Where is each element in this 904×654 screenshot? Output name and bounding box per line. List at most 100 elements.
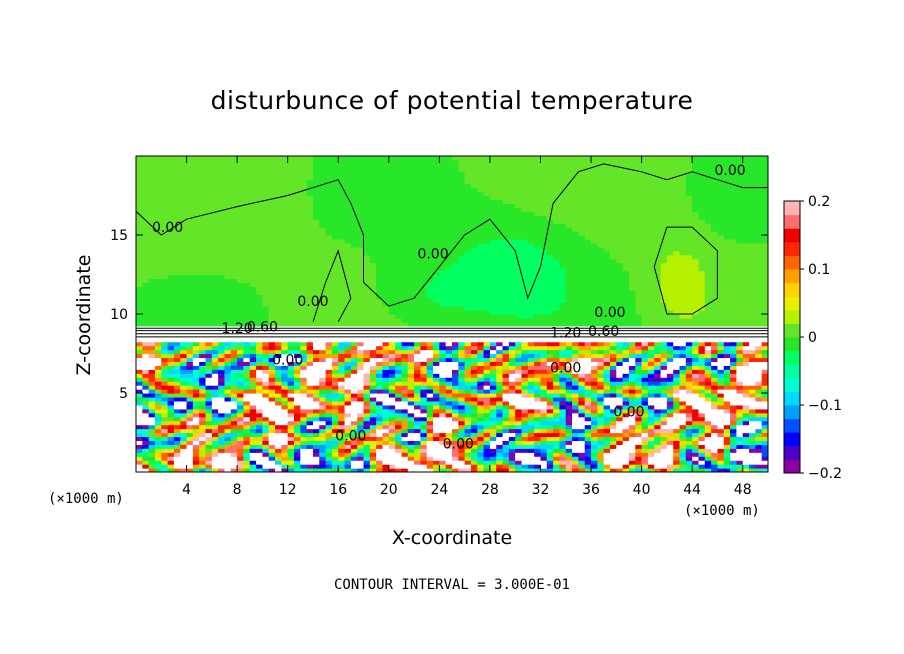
heatmap-cell [470,302,478,307]
heatmap-cell [287,373,295,378]
heatmap-cell [420,444,428,449]
heatmap-cell [470,183,478,189]
heatmap-cell [527,452,535,457]
heatmap-cell [136,215,143,220]
heatmap-cell [502,408,510,414]
heatmap-cell [452,211,459,216]
heatmap-cell [256,207,263,212]
heatmap-cell [300,321,308,327]
heatmap-cell [376,159,384,165]
heatmap-cell [496,373,504,378]
heatmap-cell [154,302,162,307]
heatmap-cell [142,337,150,343]
heatmap-cell [154,404,162,410]
heatmap-cell [363,393,371,398]
heatmap-cell [281,333,289,339]
heatmap-cell [388,282,396,287]
heatmap-cell [515,361,523,366]
heatmap-cell [268,302,276,307]
heatmap-cell [180,452,188,457]
heatmap-cell [508,456,516,461]
heatmap-cell [136,448,143,453]
heatmap-cell [521,183,529,189]
heatmap-cell [338,242,346,248]
heatmap-cell [414,337,421,343]
heatmap-cell [420,242,428,248]
heatmap-cell [452,452,459,457]
heatmap-cell [275,270,282,276]
heatmap-cell [148,341,156,347]
heatmap-cell [325,187,333,193]
heatmap-cell [407,329,415,335]
heatmap-cell [382,211,390,216]
heatmap-cell [173,365,181,370]
heatmap-cell [312,329,320,335]
heatmap-cell [452,464,459,469]
heatmap-cell [325,250,333,256]
heatmap-cell [173,412,181,418]
heatmap-cell [192,341,200,347]
heatmap-cell [445,219,453,224]
heatmap-cell [470,187,478,193]
heatmap-cell [300,191,308,197]
heatmap-cell [433,412,440,418]
heatmap-cell [331,369,339,374]
heatmap-cell [294,215,301,220]
heatmap-cell [173,404,181,410]
heatmap-cell [331,231,339,236]
heatmap-cell [338,156,346,161]
heatmap-cell [458,428,466,434]
heatmap-cell [161,163,169,169]
heatmap-cell [433,302,440,307]
heatmap-cell [186,464,194,469]
heatmap-cell [300,389,308,394]
heatmap-cell [508,460,516,465]
heatmap-cell [489,317,497,323]
heatmap-cell [496,310,504,315]
heatmap-cell [388,317,396,323]
heatmap-cell [199,365,207,370]
heatmap-cell [338,254,346,260]
heatmap-cell [420,412,428,418]
heatmap-cell [369,369,377,374]
heatmap-cell [401,329,409,335]
heatmap-cell [521,250,529,256]
heatmap-cell [470,345,478,351]
heatmap-cell [268,262,276,268]
heatmap-cell [154,258,162,264]
heatmap-cell [281,199,289,204]
heatmap-cell [211,333,219,339]
heatmap-cell [338,298,346,303]
heatmap-cell [458,223,466,228]
heatmap-cell [218,321,226,327]
heatmap-cell [192,468,200,472]
heatmap-cell [281,321,289,327]
heatmap-cell [268,286,276,291]
heatmap-cell [205,156,213,161]
heatmap-cell [199,456,207,461]
heatmap-cell [199,266,207,272]
heatmap-cell [376,286,384,291]
heatmap-cell [414,353,421,359]
heatmap-cell [294,246,301,252]
heatmap-cell [363,270,371,276]
heatmap-cell [470,416,478,422]
heatmap-cell [414,262,421,268]
heatmap-cell [294,345,301,351]
heatmap-cell [470,159,478,165]
heatmap-cell [344,298,352,303]
heatmap-cell [521,171,529,177]
heatmap-cell [148,183,156,189]
heatmap-cell [312,361,320,366]
heatmap-cell [199,227,207,232]
heatmap-cell [382,215,390,220]
heatmap-cell [426,408,434,414]
heatmap-cell [407,365,415,370]
heatmap-cell [445,171,453,177]
heatmap-cell [452,179,459,185]
heatmap-cell [294,207,301,212]
heatmap-cell [300,381,308,386]
heatmap-cell [281,219,289,224]
heatmap-cell [508,290,516,295]
heatmap-cell [256,258,263,264]
